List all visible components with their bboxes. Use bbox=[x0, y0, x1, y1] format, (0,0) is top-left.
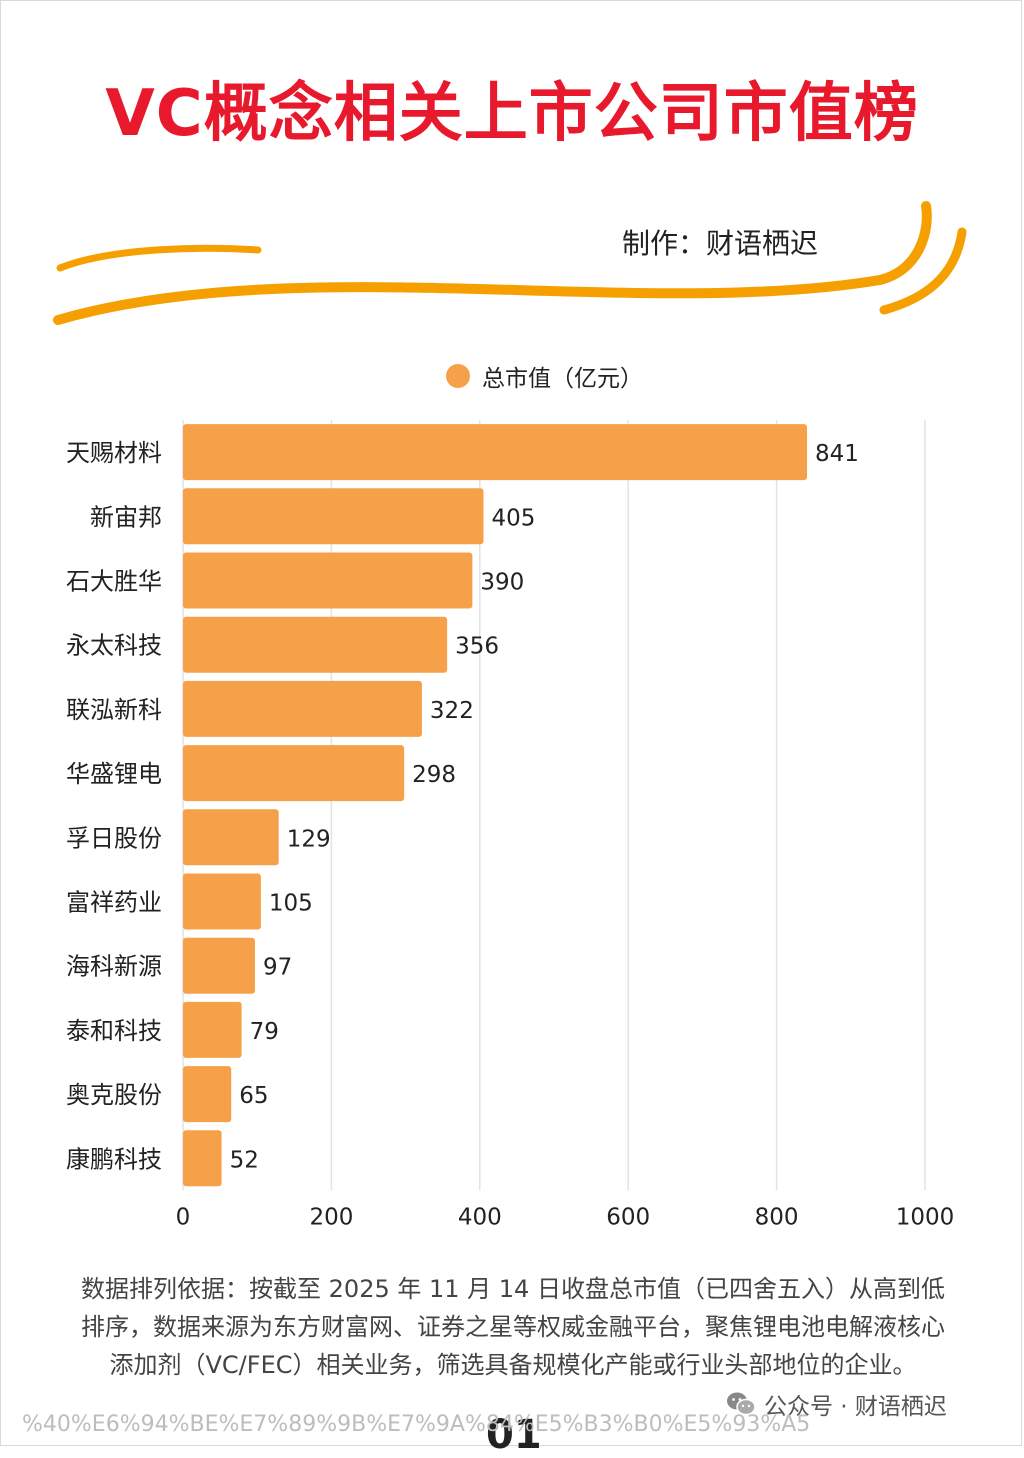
bar bbox=[183, 616, 448, 673]
watermark: %40%E6%94%BE%E7%89%9B%E7%9A%84%E5%B3%B0%… bbox=[22, 1412, 811, 1437]
data-label: 129 bbox=[287, 826, 331, 852]
y-category-label: 海科新源 bbox=[66, 953, 162, 981]
data-label: 298 bbox=[412, 762, 456, 788]
bar bbox=[183, 873, 261, 930]
page-title: VC概念相关上市公司市值榜 bbox=[105, 77, 919, 151]
data-label: 322 bbox=[430, 698, 474, 724]
bar bbox=[183, 745, 405, 802]
y-category-label: 永太科技 bbox=[66, 632, 162, 660]
y-category-label: 华盛锂电 bbox=[66, 760, 162, 788]
bar bbox=[183, 424, 808, 481]
legend-swatch bbox=[446, 364, 470, 388]
data-label: 105 bbox=[269, 891, 313, 917]
wechat-icon bbox=[727, 1392, 756, 1416]
data-label: 841 bbox=[815, 441, 859, 467]
data-label: 79 bbox=[250, 1019, 279, 1045]
data-label: 65 bbox=[239, 1083, 268, 1109]
chart-legend: 总市值（亿元） bbox=[446, 360, 643, 392]
x-tick-label: 0 bbox=[176, 1204, 191, 1230]
bar bbox=[183, 552, 473, 609]
y-category-label: 联泓新科 bbox=[66, 696, 162, 724]
bar bbox=[183, 1001, 242, 1058]
data-label: 52 bbox=[230, 1147, 259, 1173]
x-tick-label: 200 bbox=[309, 1204, 353, 1230]
y-category-label: 康鹏科技 bbox=[66, 1145, 162, 1173]
y-category-label: 新宙邦 bbox=[90, 503, 162, 531]
footnote: 数据排列依据：按截至 2025 年 11 月 14 日收盘总市值（已四舍五入）从… bbox=[18, 1270, 1008, 1384]
footnote-line-2: 排序，数据来源为东方财富网、证券之星等权威金融平台，聚焦锂电池电解液核心 bbox=[81, 1313, 945, 1341]
legend-label: 总市值（亿元） bbox=[482, 366, 643, 392]
y-category-label: 富祥药业 bbox=[66, 889, 162, 917]
x-tick-label: 1000 bbox=[896, 1204, 955, 1230]
x-tick-label: 400 bbox=[458, 1204, 502, 1230]
x-tick-label: 800 bbox=[755, 1204, 799, 1230]
wechat-label: 公众号 · 财语栖迟 bbox=[764, 1394, 947, 1420]
bar bbox=[183, 488, 484, 545]
y-category-label: 石大胜华 bbox=[66, 568, 162, 596]
y-category-label: 奥克股份 bbox=[66, 1081, 162, 1109]
bar bbox=[183, 680, 422, 737]
y-category-label: 泰和科技 bbox=[66, 1017, 162, 1045]
bar bbox=[183, 1066, 232, 1123]
decorative-swoosh bbox=[53, 201, 967, 325]
bar-chart: 0 200 400 600 800 1000 天赐材料 841 新宙邦 405 石大胜华 390 永太科… bbox=[66, 420, 955, 1230]
footnote-line-3: 添加剂（VC/FEC）相关业务，筛选具备规模化产能或行业头部地位的企业。 bbox=[109, 1351, 917, 1379]
x-tick-label: 600 bbox=[606, 1204, 650, 1230]
bar bbox=[183, 809, 279, 866]
footnote-line-1: 数据排列依据：按截至 2025 年 11 月 14 日收盘总市值（已四舍五入）从… bbox=[81, 1275, 945, 1303]
data-label: 97 bbox=[263, 955, 292, 981]
author-credit: 制作：财语栖迟 bbox=[622, 227, 819, 260]
y-category-label: 孚日股份 bbox=[66, 824, 162, 852]
wechat-account: 公众号 · 财语栖迟 bbox=[726, 1387, 947, 1421]
data-label: 390 bbox=[480, 570, 524, 596]
data-label: 405 bbox=[492, 505, 536, 531]
y-category-label: 天赐材料 bbox=[66, 439, 162, 467]
bar bbox=[183, 937, 255, 994]
data-label: 356 bbox=[455, 634, 499, 660]
bar bbox=[183, 1130, 222, 1187]
